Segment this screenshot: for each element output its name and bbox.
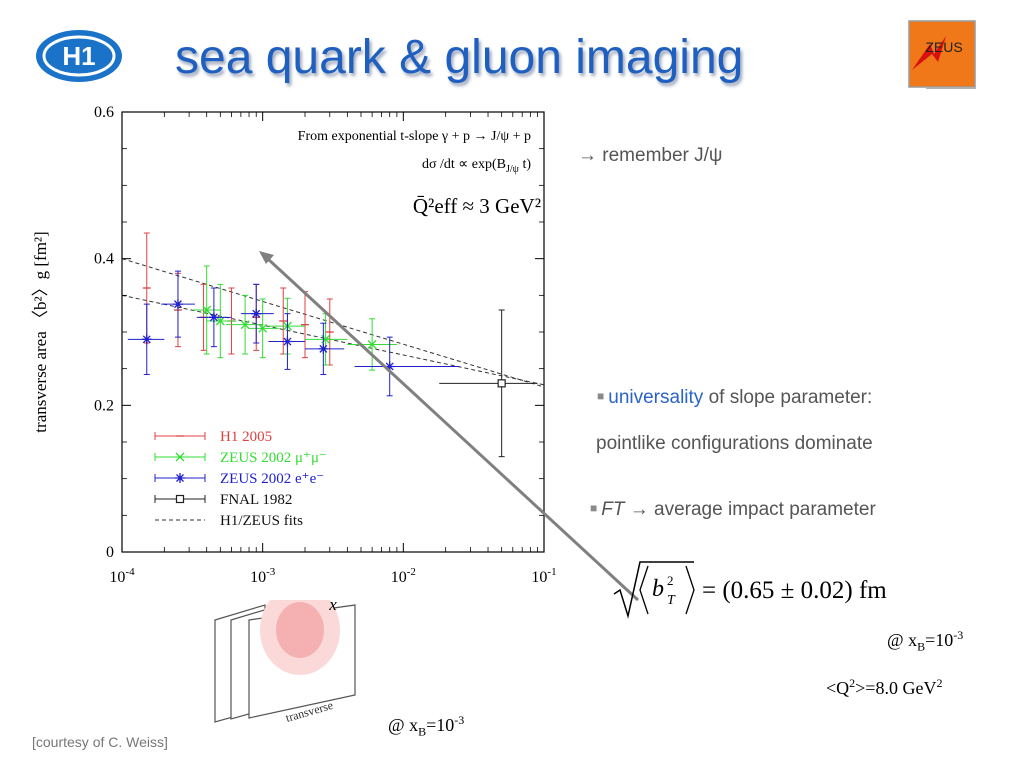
fit-line <box>121 294 545 386</box>
note-ft: ■ FT → average impact parameter <box>590 499 876 521</box>
note-universality: ■ universality of slope parameter: <box>597 387 872 409</box>
legend-label: ZEUS 2002 e⁺e⁻ <box>220 471 324 487</box>
xb-note-right: @ xB=10-3 <box>887 628 964 654</box>
arrow-head <box>259 251 274 264</box>
data-point <box>172 299 183 310</box>
x-tick-label: 10-3 <box>250 566 276 586</box>
data-point <box>208 312 219 323</box>
legend-label: H1/ZEUS fits <box>220 513 303 529</box>
annotation-process: From exponential t-slope γ + p → J/ψ + p <box>298 129 531 144</box>
y-axis-label: transverse area 〈b²〉g [fm²] <box>31 231 50 432</box>
data-point <box>367 340 377 349</box>
universality-word: universality <box>608 387 704 408</box>
data-point <box>251 308 262 319</box>
data-point <box>141 334 152 345</box>
y-tick-label: 0.2 <box>94 397 114 414</box>
y-tick-label: 0.4 <box>94 251 114 268</box>
legend-marker <box>175 452 185 462</box>
zeus-logo: ZEUS <box>908 20 976 89</box>
data-point <box>318 343 329 354</box>
data-point <box>384 361 395 372</box>
legend-marker <box>175 473 185 483</box>
page-title: sea quark & gluon imaging <box>175 31 744 84</box>
y-tick-label: 0.6 <box>94 104 114 121</box>
note-pointlike: pointlike configurations dominate <box>596 433 873 454</box>
bullet-icon: ■ <box>597 389 605 403</box>
data-point <box>202 305 212 315</box>
ft-rest: → average impact parameter <box>624 499 876 520</box>
annotation-q2eff: Q̄²eff ≈ 3 GeV² <box>413 194 541 218</box>
transverse-sketch: transverse <box>214 600 356 725</box>
note-remember: → remember J/ψ <box>578 145 723 166</box>
formula-sup: 2 <box>667 573 674 588</box>
legend-label: FNAL 1982 <box>220 492 292 508</box>
bullet-icon: ■ <box>590 501 598 515</box>
data-point <box>282 336 293 347</box>
x-tick-label: 10-2 <box>391 566 416 586</box>
legend: H1 2005 ZEUS 2002 μ⁺μ⁻ ZEUS 2002 e⁺e⁻ FNAL … <box>154 429 327 529</box>
xb-note-bottom: @ xB=10-3 <box>388 713 465 739</box>
data-point <box>258 323 268 333</box>
universality-rest: of slope parameter: <box>703 387 873 408</box>
data-point <box>497 379 506 388</box>
zeus-logo-text: ZEUS <box>925 39 962 55</box>
y-tick-label: 0 <box>106 544 114 561</box>
x-tick-label: 10-1 <box>531 566 556 586</box>
data-point <box>215 316 225 326</box>
formula-result: = (0.65 ± 0.02) fm <box>702 577 887 604</box>
impact-parameter-formula: b 2 T = (0.65 ± 0.02) fm <box>613 561 887 619</box>
h1-logo: H1 <box>36 30 122 82</box>
arrow-line <box>266 257 640 602</box>
fit-line <box>121 258 545 388</box>
courtesy-note: [courtesy of C. Weiss] <box>32 734 168 750</box>
ft-word: FT <box>601 499 625 520</box>
annotation-formula: dσ /dt ∝ exp(BJ/ψ t) <box>422 157 531 175</box>
legend-label: ZEUS 2002 μ⁺μ⁻ <box>220 450 327 466</box>
chart: 10-4 10-3 10-2 10-1 0 0.2 0.4 0.6 From exponent… <box>31 104 557 614</box>
q2-note: <Q2>=8.0 GeV2 <box>826 676 943 698</box>
formula-b: b <box>652 576 664 602</box>
data-point <box>240 320 250 330</box>
h1-logo-text: H1 <box>62 41 95 71</box>
legend-label: H1 2005 <box>220 429 272 445</box>
x-tick-label: 10-4 <box>109 566 135 586</box>
legend-marker <box>175 494 185 504</box>
x-axis-label: x <box>328 595 337 614</box>
formula-sub: T <box>667 593 676 608</box>
